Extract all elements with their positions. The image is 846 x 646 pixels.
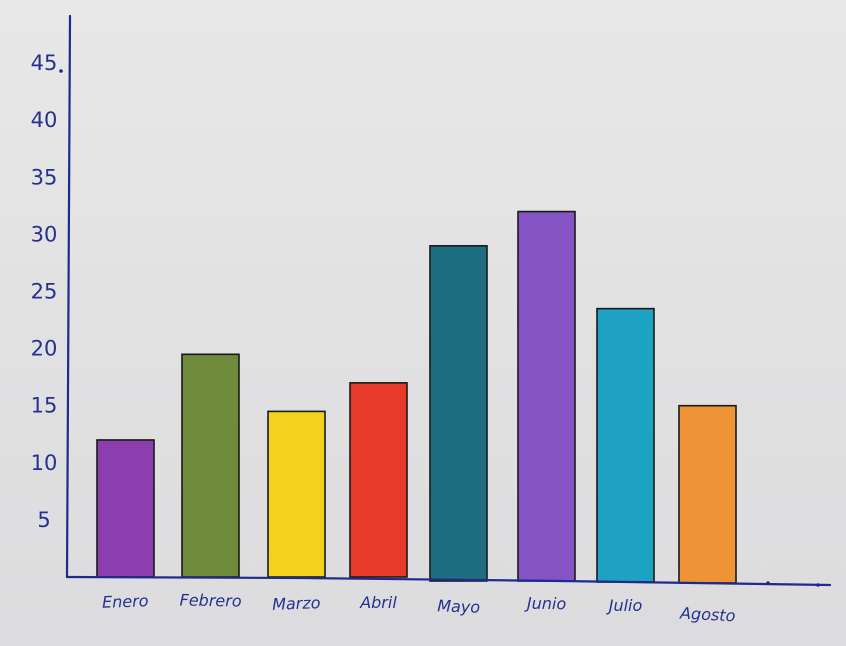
x-axis-line [65,575,832,587]
bar-enero [96,439,155,578]
x-tick-label-julio: Julio [606,596,643,615]
bar-febrero [181,353,240,578]
bar-junio [517,210,576,582]
bar-abril [349,382,408,578]
x-tick-label-abril: Abril [359,593,397,612]
bar-agosto [678,404,737,584]
axes-group [65,14,832,587]
y-tick-label-20: 20 [31,337,58,361]
x-tick-label-enero: Enero [102,591,149,612]
x-tick-label-marzo: Marzo [272,593,321,614]
y-tick-label-10: 10 [31,451,58,475]
x-tick-labels: Enero Febrero Marzo Abril Mayo Junio Julio Agos… [102,590,736,625]
x-tick-label-agosto: Agosto [679,604,736,626]
axis-dot [816,583,820,587]
bar-marzo [267,410,326,578]
bar-julio [596,307,655,583]
y-tick-label-5: 5 [37,508,50,532]
y-tick-label-35: 35 [31,165,58,189]
bar-mayo [429,245,488,582]
y-tick-label-45: 45 [31,51,58,75]
axis-dot [766,581,770,585]
y-tick-labels: 5 10 15 20 25 30 35 40 45 [31,51,58,532]
x-tick-label-febrero: Febrero [179,590,242,610]
y-tick-label-40: 40 [31,108,58,132]
axis-dots [59,69,820,587]
axis-dot [59,69,63,73]
x-tick-label-junio: Junio [524,594,567,614]
y-tick-label-30: 30 [31,222,58,246]
y-axis-line [65,14,72,579]
y-tick-label-15: 15 [31,394,58,418]
x-tick-label-mayo: Mayo [437,596,481,616]
y-tick-label-25: 25 [31,280,58,304]
bars-group [96,210,737,584]
